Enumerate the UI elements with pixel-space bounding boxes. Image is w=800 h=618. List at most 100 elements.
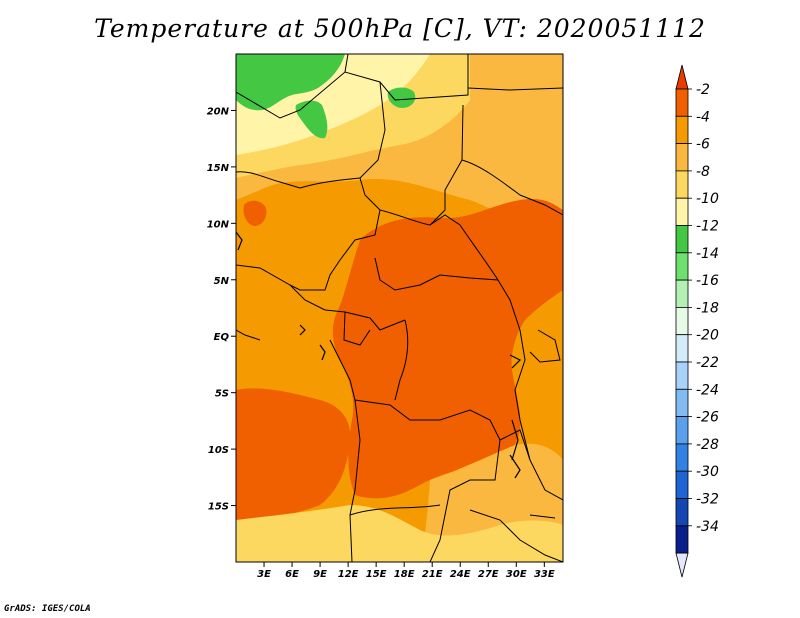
- colorbar-swatch: [675, 170, 689, 199]
- country-border: [429, 104, 464, 226]
- map-title: Temperature at 500hPa [C], VT: 202005111…: [94, 14, 706, 43]
- colorbar-label: -14: [696, 246, 719, 262]
- country-border: [461, 159, 563, 216]
- latitude-axis: 20N 15N 10N 5N EQ 5S 10S 15S: [207, 106, 236, 513]
- y-tick-label: 10S: [208, 445, 229, 456]
- x-tick-label: 3E: [257, 569, 271, 580]
- colorbar-swatch: [675, 525, 689, 554]
- country-border: [289, 209, 381, 291]
- colorbar-label: -18: [696, 300, 719, 316]
- colorbar-label: -6: [696, 137, 710, 153]
- colorbar-swatch: [675, 115, 689, 145]
- colorbar-label: -32: [696, 492, 719, 508]
- colorbar-swatch: [675, 306, 689, 336]
- y-tick-label: 15N: [207, 163, 230, 174]
- country-border: [429, 439, 501, 562]
- x-tick-label: 30E: [506, 569, 527, 580]
- x-tick-label: 33E: [534, 569, 555, 580]
- coastline: [509, 354, 522, 369]
- country-border: [529, 514, 556, 519]
- x-tick-label: 6E: [285, 569, 299, 580]
- x-tick-label: 15E: [366, 569, 387, 580]
- country-border: [236, 329, 261, 341]
- country-border: [349, 504, 441, 516]
- colorbar-swatch: [675, 498, 689, 527]
- colorbar-swatch: [675, 225, 689, 254]
- country-border: [236, 264, 326, 311]
- colorbar-label: -8: [696, 164, 710, 180]
- field-warm-core: [332, 199, 563, 499]
- x-tick-label: 21E: [422, 569, 443, 580]
- colorbar-label: -2: [696, 82, 710, 98]
- country-border: [374, 257, 521, 331]
- colorbar-bottom-arrow: [675, 552, 689, 578]
- country-borders: [236, 54, 563, 562]
- colorbar-top-arrow: [675, 64, 689, 90]
- colorbar-swatch: [675, 470, 689, 499]
- colorbar-label: -4: [696, 109, 710, 125]
- field-warm-core: [236, 388, 351, 525]
- coastline: [236, 231, 243, 251]
- field-light-orange: [470, 54, 563, 110]
- field-green: [236, 54, 345, 111]
- country-border: [359, 81, 386, 211]
- x-tick-label: 24E: [450, 569, 471, 580]
- colorbar-swatch: [675, 143, 689, 172]
- y-tick-label: 10N: [207, 219, 230, 230]
- country-border: [344, 54, 349, 73]
- country-border: [529, 329, 561, 363]
- colorbar-swatch: [675, 443, 689, 472]
- temperature-field: [236, 54, 563, 562]
- country-border: [514, 329, 531, 461]
- country-border: [329, 339, 501, 441]
- y-tick-label: 15S: [208, 502, 229, 513]
- y-tick-label: 5S: [215, 389, 229, 400]
- x-tick-label: 27E: [478, 569, 499, 580]
- x-tick-label: 12E: [338, 569, 359, 580]
- y-tick-label: EQ: [214, 332, 230, 343]
- coastline: [511, 419, 519, 461]
- field-pale-orange: [236, 505, 563, 562]
- country-border: [379, 209, 499, 281]
- colorbar-swatch: [675, 88, 689, 117]
- colorbar-label: -20: [696, 328, 719, 344]
- colorbar-label: -12: [696, 219, 719, 235]
- country-border: [324, 309, 406, 331]
- coastline: [509, 454, 521, 479]
- longitude-axis: 3E 6E 9E 12E 15E 18E 21E 24E 27E 30E 33E: [257, 562, 555, 580]
- colorbar-swatch: [675, 334, 689, 363]
- colorbar-swatch: [675, 388, 689, 417]
- coastline: [299, 324, 306, 336]
- field-green: [387, 87, 416, 108]
- y-tick-label: 20N: [207, 106, 230, 117]
- y-tick-label: 5N: [214, 276, 230, 287]
- colorbar-swatch: [675, 361, 689, 390]
- colorbar-label: -22: [696, 355, 719, 371]
- colorbar: -2 -4 -6 -8 -10 -12 -14 -16 -18 -20 -22 -24 -26 -28 -3…: [675, 64, 719, 578]
- coastline: [319, 344, 326, 361]
- colorbar-label: -16: [696, 273, 719, 289]
- country-border: [467, 87, 563, 91]
- field-warm-core: [243, 200, 267, 226]
- field-green: [295, 100, 328, 139]
- grads-credit: GrADS: IGES/COLA: [4, 604, 91, 614]
- map-frame: [235, 53, 564, 563]
- colorbar-swatch: [675, 252, 689, 281]
- colorbar-label: -30: [696, 464, 719, 480]
- country-border: [349, 399, 361, 562]
- country-border: [236, 54, 469, 119]
- country-border: [469, 509, 563, 562]
- colorbar-label: -28: [696, 437, 719, 453]
- country-border: [236, 171, 361, 189]
- colorbar-swatch: [675, 197, 689, 226]
- colorbar-label: -34: [696, 519, 719, 535]
- x-tick-label: 18E: [394, 569, 415, 580]
- colorbar-swatch: [675, 416, 689, 445]
- x-tick-label: 9E: [313, 569, 327, 580]
- country-border: [343, 311, 371, 346]
- colorbar-label: -26: [696, 410, 719, 426]
- country-border: [394, 319, 409, 401]
- colorbar-swatch: [675, 279, 689, 308]
- colorbar-label: -10: [696, 191, 719, 207]
